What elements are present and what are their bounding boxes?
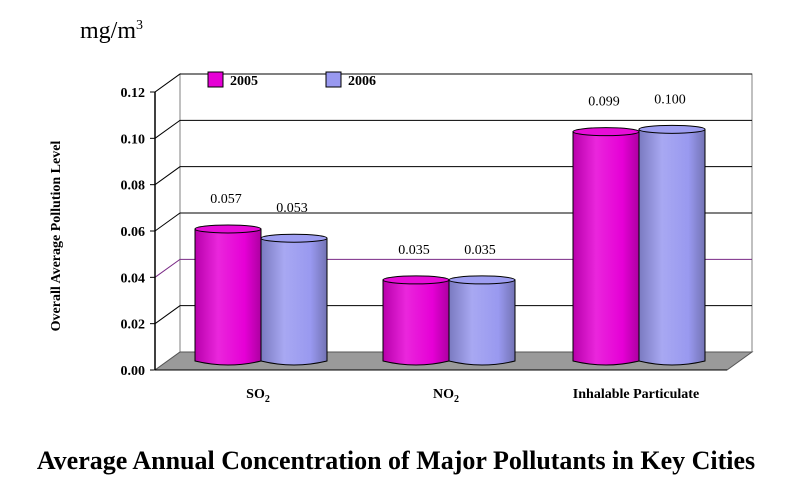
bar bbox=[260, 237, 328, 366]
y-tick-label: 0.04 bbox=[121, 271, 146, 286]
y-tick-label: 0.00 bbox=[121, 364, 146, 379]
gridline bbox=[154, 305, 752, 325]
bar-value-label: 0.100 bbox=[654, 92, 686, 107]
chart-caption: Average Annual Concentration of Major Po… bbox=[36, 446, 756, 475]
y-axis-title: Overall Average Pollution Level bbox=[49, 141, 64, 332]
gridline bbox=[154, 212, 752, 232]
bar-value-label: 0.035 bbox=[398, 243, 430, 258]
x-category-label: SO2 bbox=[246, 387, 270, 405]
bar-value-label: 0.053 bbox=[276, 201, 308, 216]
x-category-label: NO2 bbox=[433, 387, 459, 405]
bar bbox=[572, 131, 640, 366]
gridline bbox=[154, 258, 752, 278]
bar-value-label: 0.057 bbox=[210, 192, 242, 207]
y-tick-label: 0.02 bbox=[121, 318, 146, 333]
bar-value-label: 0.099 bbox=[588, 95, 620, 110]
x-category-label: Inhalable Particulate bbox=[573, 387, 699, 402]
legend-label: 2005 bbox=[230, 74, 258, 89]
gridline bbox=[154, 166, 752, 186]
bar bbox=[194, 228, 262, 366]
bar-top bbox=[382, 275, 450, 285]
y-tick-label: 0.12 bbox=[121, 86, 146, 101]
y-tick-label: 0.06 bbox=[121, 225, 146, 240]
bar-chart: 0.00 0.02 0.04 0.06 0.08 0.10 0.12 Overall Aver… bbox=[49, 71, 754, 405]
bar-top bbox=[572, 127, 640, 137]
legend-label: 2006 bbox=[348, 74, 376, 89]
bar bbox=[382, 279, 450, 366]
legend-swatch bbox=[325, 71, 342, 88]
bar-value-label: 0.035 bbox=[464, 243, 496, 258]
bar-top bbox=[194, 224, 262, 234]
bar bbox=[638, 128, 706, 366]
bar-top bbox=[448, 275, 516, 285]
gridline bbox=[154, 73, 752, 93]
y-tick-label: 0.08 bbox=[121, 179, 146, 194]
unit-label: mg/m3 bbox=[80, 18, 144, 44]
bar-top bbox=[638, 124, 706, 134]
y-tick-label: 0.10 bbox=[121, 132, 146, 147]
gridline bbox=[154, 119, 752, 139]
bar-top bbox=[260, 233, 328, 243]
legend-swatch bbox=[207, 71, 224, 88]
bar bbox=[448, 279, 516, 366]
